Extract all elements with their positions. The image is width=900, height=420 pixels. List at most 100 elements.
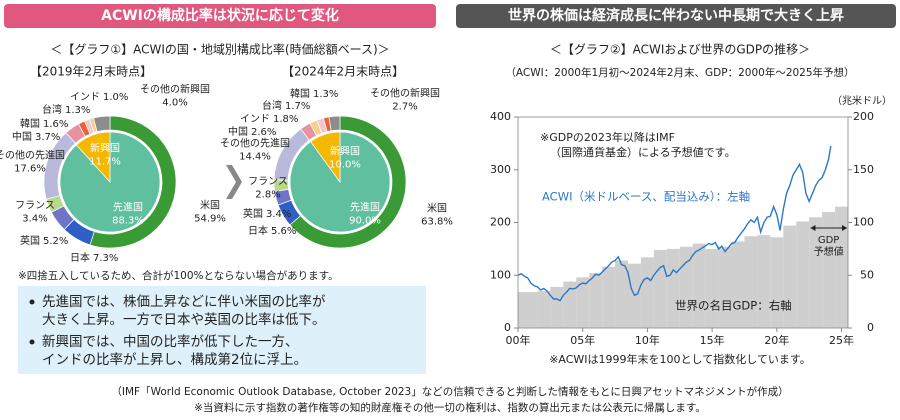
slice-name: フランス: [248, 176, 288, 188]
slice-name: 韓国: [20, 118, 40, 130]
slice-value: 11.7%: [89, 157, 121, 168]
bullet-dot: [29, 339, 35, 345]
slice-label: 台湾 1.7%: [262, 99, 310, 112]
y2-tick-label: 50: [860, 268, 874, 281]
series-label: ACWI（米ドルベース、配当込み）：左軸: [542, 190, 750, 204]
gdp-bar: [718, 246, 732, 328]
slice-label: 先進国 88.3%: [112, 202, 144, 227]
series-label: 世界の名目GDP：右軸: [675, 299, 792, 313]
slice-value: 10.0%: [329, 160, 361, 171]
slice-name: 米国: [427, 202, 447, 215]
slice-name: インド: [240, 114, 270, 125]
slice-label: 新興国 11.7%: [89, 142, 121, 168]
gdp-bar: [602, 266, 616, 328]
slice-label: 日本 5.6%: [248, 224, 296, 237]
slice-value: 5.2%: [43, 236, 68, 247]
gdp-bar: [524, 292, 538, 328]
gdp-bar: [563, 281, 577, 328]
slice-name: 英国: [20, 234, 40, 247]
bullet-box: [18, 286, 426, 374]
slice-name: 日本: [248, 224, 268, 237]
slice-name: 先進国: [350, 202, 380, 214]
y-tick-label: 100: [490, 268, 511, 281]
slice-value: 4.0%: [162, 98, 187, 109]
rounding-note: ※四捨五入しているため、合計が100%とならない場合があります。: [18, 269, 339, 282]
y2-tick-label: 200: [853, 110, 874, 123]
y2-tick-label: 0: [867, 321, 874, 334]
gdp-bar: [589, 273, 603, 328]
bullet-line: インドの比率が上昇し、構成第2位に浮上。: [42, 351, 307, 368]
footer-line: ※当資料に示す指数の著作権等の知的財産権その他一切の権利は、指数の算出元または公…: [194, 401, 706, 414]
gdp-bar: [537, 291, 551, 328]
slice-value: 90.0%: [349, 216, 381, 227]
y-tick-label: 200: [490, 216, 511, 229]
slice-value: 2.7%: [392, 102, 417, 113]
y-tick-label: 400: [490, 110, 511, 123]
slice-value: 2.8%: [255, 190, 280, 201]
gdp-bar: [705, 248, 719, 328]
slice-name: その他の新興国: [370, 87, 440, 100]
bullet-line: 新興国では、中国の比率が低下した一方、: [42, 333, 299, 350]
slice-name: 韓国: [290, 88, 310, 100]
slice-value: 2.6%: [251, 127, 276, 138]
gdp-bar: [615, 260, 628, 328]
slice-label: インド 1.8%: [240, 114, 298, 125]
slice-label: 米国 63.8%: [421, 202, 453, 228]
gdp-bar: [692, 243, 706, 328]
gdp-bar: [783, 225, 797, 328]
slice-name: 英国: [243, 207, 263, 220]
gdp-bar: [640, 257, 654, 328]
slice-label: 先進国 90.0%: [349, 202, 381, 227]
slice-label: 日本 7.3%: [70, 251, 118, 264]
bullet-line: 大きく上昇。一方で日本や英国の比率は低下。: [42, 311, 326, 328]
arrow: [226, 165, 242, 199]
footnote: ※ACWIは1999年末を100として指数化しています。: [549, 352, 811, 366]
slice-label: 韓国 1.6%: [20, 118, 68, 130]
slice-value: 7.3%: [93, 253, 118, 264]
inner-slice: [310, 131, 341, 184]
slice-label: 台湾 1.3%: [42, 103, 90, 116]
slice-value: 1.8%: [273, 114, 298, 125]
left-header-bg: [4, 4, 436, 28]
gdp-bar: [550, 286, 564, 328]
slice-name: 米国: [200, 199, 220, 212]
left-title: ＜【グラフ①】ACWIの国・地域別構成比率(時価総額ベース)＞: [50, 42, 389, 57]
x-tick-label: 15年: [700, 333, 725, 347]
forecast-label: 予想値: [814, 245, 844, 258]
y2-label: （兆米ドル）: [832, 94, 892, 107]
gdp-bar: [835, 206, 848, 328]
slice-name: その他の先進国: [220, 137, 290, 150]
slice-name: 新興国: [330, 145, 360, 158]
plot-clip: [518, 145, 848, 328]
left-header: ACWIの構成比率は状況に応じて変化: [101, 7, 339, 24]
y-tick-label: 300: [490, 163, 511, 176]
slice-name: 中国: [12, 130, 32, 143]
gdp-bar: [731, 241, 745, 328]
chart-title: ＜【グラフ②】ACWIおよび世界のGDPの推移＞: [550, 43, 810, 57]
note: （国際通貨基金）による予想値です。: [550, 145, 736, 159]
slice-value: 1.3%: [65, 105, 90, 116]
slice-label: その他の先進国 17.6%: [0, 149, 65, 175]
x-tick-label: 00年: [506, 333, 531, 347]
slice-label: その他の先進国 14.4%: [220, 137, 290, 163]
slice-value: 1.0%: [103, 92, 128, 103]
chart-subtitle: （ACWI：2000年1月初～2024年2月末、GDP：2000年～2025年予…: [505, 66, 854, 79]
outer-slice: [93, 115, 111, 133]
slice-value: 88.3%: [112, 216, 144, 227]
slice-value: 54.9%: [194, 214, 226, 225]
slice-name: インド: [70, 92, 100, 103]
slice-value: 3.4%: [22, 214, 47, 225]
slice-label: 英国 3.4%: [243, 207, 291, 220]
gdp-bar: [679, 246, 693, 328]
y-tick-label: 0: [504, 321, 511, 334]
donut-subtitle: 【2019年2月末時点】: [30, 65, 152, 79]
donut-subtitle: 【2024年2月末時点】: [282, 65, 404, 79]
gdp-bar: [576, 277, 590, 328]
slice-label: その他の新興国 4.0%: [140, 83, 210, 109]
y2-tick-label: 100: [853, 216, 874, 229]
gdp-bar: [653, 249, 667, 328]
bullet-dot: [29, 299, 35, 305]
slice-label: フランス 2.8%: [248, 176, 288, 201]
slice-label: フランス 3.4%: [15, 200, 55, 225]
slice-label: 新興国 10.0%: [329, 145, 361, 171]
